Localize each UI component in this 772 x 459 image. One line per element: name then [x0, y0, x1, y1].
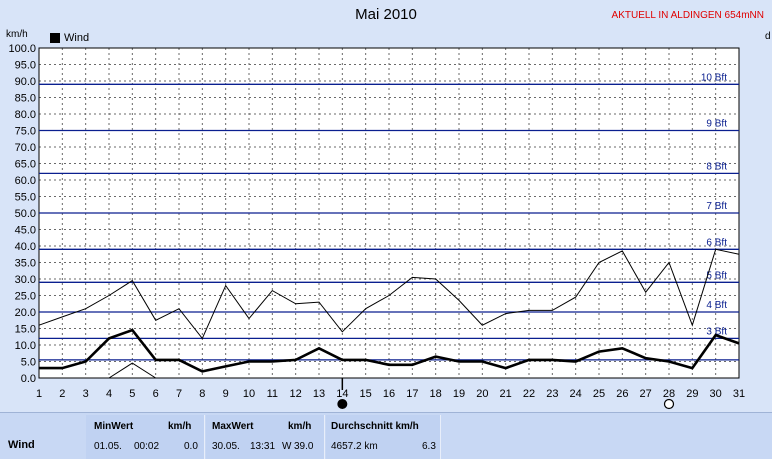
x-tick-label: 28 [663, 388, 675, 400]
x-tick-label: 4 [106, 388, 112, 400]
full-moon-icon [663, 398, 675, 410]
x-tick-label: 31 [733, 388, 745, 400]
avg-cell: Durchschnitt km/h 4657.2 km 6.3 [326, 415, 441, 459]
x-tick-label: 23 [546, 388, 558, 400]
x-tick-label: 9 [223, 388, 229, 400]
x-tick-label: 1 [36, 388, 42, 400]
bft-label: 5 Bft [706, 270, 727, 281]
min-date: 01.05. [94, 441, 122, 452]
x-tick-label: 19 [453, 388, 465, 400]
stats-panel: Wind MinWert km/h 01.05. 00:02 0.0 MaxWe… [0, 412, 772, 459]
bft-label: 3 Bft [706, 326, 727, 337]
y-tick-label: 70.0 [15, 142, 36, 154]
new-moon-icon [337, 399, 348, 409]
x-tick-label: 5 [129, 388, 135, 400]
y-tick-label: 10.0 [15, 340, 36, 352]
max-cell: MaxWert km/h 30.05. 13:31 W 39.0 [206, 415, 325, 459]
x-tick-label: 25 [593, 388, 605, 400]
y-tick-label: 45.0 [15, 225, 36, 237]
x-tick-label: 11 [267, 388, 278, 400]
x-tick-label: 3 [83, 388, 89, 400]
x-tick-label: 2 [59, 388, 65, 400]
y-tick-label: 15.0 [15, 324, 36, 336]
x-tick-label: 22 [523, 388, 535, 400]
legend-label: Wind [64, 32, 90, 44]
bft-label: 9 Bft [706, 119, 727, 130]
x-tick-label: 13 [313, 388, 325, 400]
x-tick-label: 29 [686, 388, 698, 400]
x-tick-label: 18 [430, 388, 442, 400]
bft-label: 4 Bft [706, 300, 727, 311]
series-line-min [108, 362, 156, 379]
x-tick-label: 21 [500, 388, 512, 400]
bft-label: 10 Bft [701, 72, 727, 83]
max-time: 13:31 [250, 441, 276, 452]
x-tick-label: 8 [199, 388, 205, 400]
x-tick-label: 14 [336, 388, 348, 400]
y-tick-label: 90.0 [15, 76, 36, 88]
min-cell: MinWert km/h 01.05. 00:02 0.0 [86, 415, 205, 459]
x-tick-label: 24 [570, 388, 582, 400]
legend-swatch [50, 33, 60, 43]
y-tick-label: 5.0 [21, 357, 36, 369]
y-tick-label: 35.0 [15, 258, 36, 270]
y-tick-label: 100.0 [8, 43, 36, 55]
max-date: 30.05. [212, 441, 240, 452]
bft-label: 6 Bft [706, 237, 727, 248]
y-axis-unit: km/h [6, 29, 28, 40]
y-tick-label: 95.0 [15, 60, 36, 72]
y-tick-label: 75.0 [15, 126, 36, 138]
bft-label: 8 Bft [706, 161, 727, 172]
x-tick-label: 10 [243, 388, 255, 400]
x-tick-label: 12 [290, 388, 302, 400]
x-tick-label: 20 [476, 388, 488, 400]
max-unit: km/h [288, 421, 312, 432]
x-tick-label: 26 [616, 388, 628, 400]
avg-header: Durchschnitt km/h [331, 421, 419, 432]
y-tick-label: 25.0 [15, 291, 36, 303]
x-tick-label: 7 [176, 388, 182, 400]
max-value: 39.0 [294, 441, 314, 452]
bft-label: 7 Bft [706, 201, 727, 212]
x-tick-label: 6 [153, 388, 159, 400]
avg-value: 6.3 [422, 441, 436, 452]
y-tick-label: 55.0 [15, 192, 36, 204]
x-tick-label: 27 [640, 388, 652, 400]
min-value: 0.0 [184, 441, 198, 452]
y-tick-label: 0.0 [21, 373, 36, 385]
min-time: 00:02 [134, 441, 160, 452]
x-tick-label: 16 [383, 388, 395, 400]
chart-title: Mai 2010 [355, 6, 417, 23]
y-tick-label: 65.0 [15, 159, 36, 171]
wind-chart: 0.0 5.0 10.0 15.0 20.0 25.0 30.0 35.0 40.0 45.0 50… [8, 43, 745, 410]
y-tick-label: 30.0 [15, 274, 36, 286]
series-line-mean [39, 328, 740, 373]
y-tick-label: 60.0 [15, 175, 36, 187]
series-line-gust [38, 248, 740, 340]
x-tick-label: 17 [406, 388, 418, 400]
avg-distance: 4657.2 km [331, 441, 378, 452]
x-tick-label: 15 [360, 388, 372, 400]
y-tick-label: 80.0 [15, 109, 36, 121]
y-tick-label: 40.0 [15, 241, 36, 253]
y-tick-label: 85.0 [15, 93, 36, 105]
legend: Wind [50, 32, 89, 44]
min-header: MinWert [94, 421, 134, 432]
y-tick-label: 20.0 [15, 307, 36, 319]
location-badge: AKTUELL IN ALDINGEN 654mNN [611, 10, 764, 21]
y-tick-label: 50.0 [15, 208, 36, 220]
max-header: MaxWert [212, 421, 254, 432]
x-tick-label: 30 [710, 388, 722, 400]
max-direction: W [282, 441, 292, 452]
stats-row-label: Wind [8, 439, 35, 451]
min-unit: km/h [168, 421, 192, 432]
right-axis-unit: d [765, 31, 771, 42]
